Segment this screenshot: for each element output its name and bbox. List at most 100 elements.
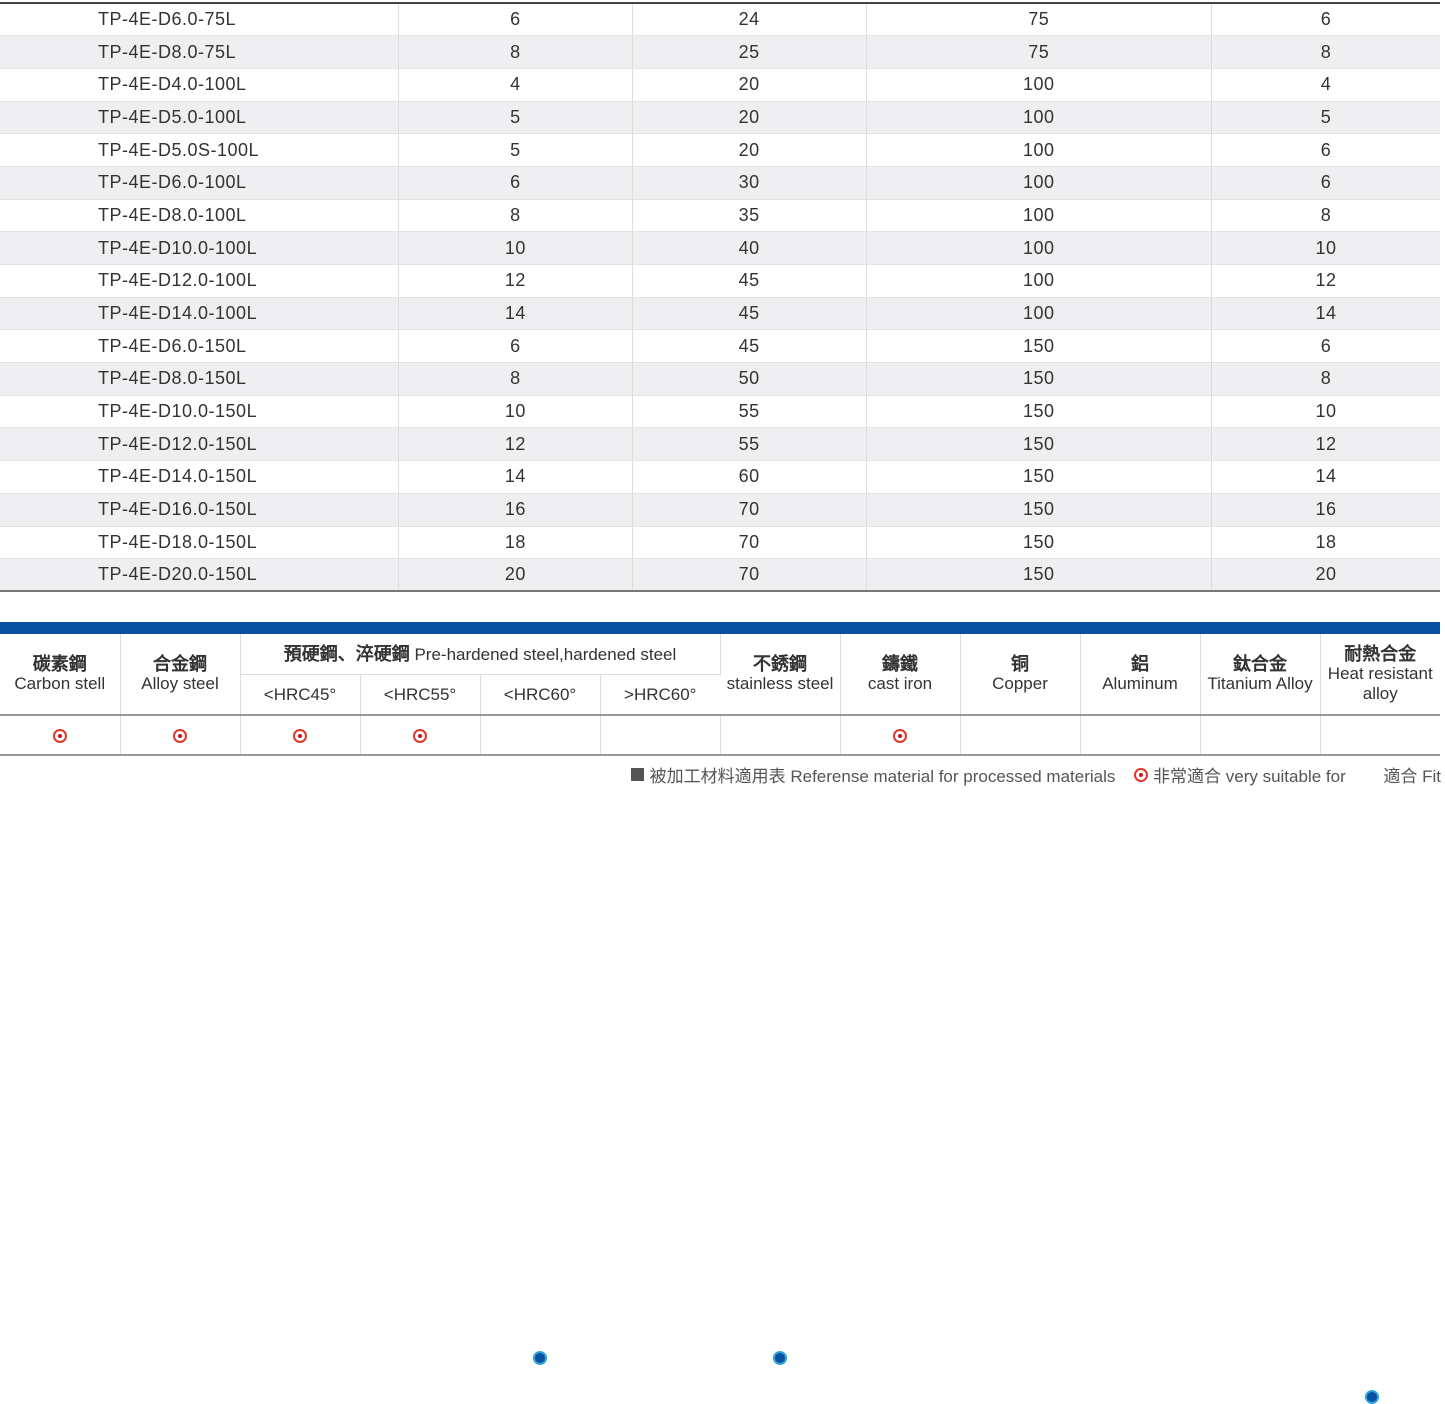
value-cell: 70 xyxy=(632,493,867,526)
header-hrc55: <HRC55° xyxy=(360,674,481,715)
very-suitable-icon xyxy=(293,728,307,743)
suitability-cell xyxy=(480,714,601,1365)
suitability-cell xyxy=(360,714,481,756)
suitability-cell xyxy=(840,714,961,756)
table-row: TP-4E-D18.0-150L 18 70 150 18 xyxy=(0,526,1440,559)
value-cell: 70 xyxy=(632,558,867,592)
value-cell: 10 xyxy=(1315,237,1337,258)
value-cell: 100 xyxy=(866,264,1212,298)
header-hrc60-gt: >HRC60° xyxy=(600,674,720,715)
legend-fit: 適合 Fit xyxy=(1383,767,1441,786)
value-cell: 6 xyxy=(398,166,633,200)
spec-table: TP-4E-D6.0-75L 6 24 75 6 TP-4E-D8.0-75L 8 25 75 8… xyxy=(0,2,1440,593)
value-cell: 14 xyxy=(398,460,633,494)
value-cell: 8 xyxy=(1320,41,1332,62)
model-cell: TP-4E-D6.0-75L xyxy=(0,3,399,36)
model-cell: TP-4E-D12.0-150L xyxy=(0,427,399,461)
suitability-cell xyxy=(600,714,721,756)
header-titanium: 鈦合金 Titanium Alloy xyxy=(1200,634,1321,715)
value-cell: 10 xyxy=(398,231,633,265)
value-cell: 8 xyxy=(398,35,633,69)
value-cell: 10 xyxy=(398,395,633,428)
value-cell: 5 xyxy=(1320,106,1332,127)
value-cell: 35 xyxy=(632,199,867,232)
value-cell: 45 xyxy=(632,264,867,298)
header-carbon: 碳素鋼 Carbon stell xyxy=(0,634,121,715)
table-row: TP-4E-D8.0-75L 8 25 75 8 xyxy=(0,35,1440,69)
suitability-cell xyxy=(240,714,361,756)
table-row: TP-4E-D14.0-150L 14 60 150 14 xyxy=(0,460,1440,494)
suitability-cell xyxy=(960,714,1081,756)
value-cell: 75 xyxy=(866,3,1212,36)
fit-icon xyxy=(533,1350,547,1365)
value-cell: 10 xyxy=(1315,401,1337,422)
value-cell: 12 xyxy=(398,427,633,461)
value-cell: 12 xyxy=(1315,433,1337,454)
model-cell: TP-4E-D10.0-100L xyxy=(0,231,399,265)
fit-icon xyxy=(1364,1389,1379,1404)
model-cell: TP-4E-D8.0-75L xyxy=(0,35,399,69)
material-table: 碳素鋼 Carbon stell 合金鋼 Alloy steel 預硬鋼、淬硬鋼 P… xyxy=(0,634,1440,1365)
value-cell: 20 xyxy=(398,558,633,592)
suitability-cell xyxy=(0,714,121,756)
value-cell: 6 xyxy=(398,3,633,36)
table-row: TP-4E-D6.0-150L 6 45 150 6 xyxy=(0,329,1440,363)
table-row: TP-4E-D10.0-100L 10 40 100 10 xyxy=(0,231,1440,265)
legend-title: 被加工材料適用表 Referense material for processe… xyxy=(649,767,1116,786)
model-cell: TP-4E-D6.0-100L xyxy=(0,166,399,200)
value-cell: 14 xyxy=(1315,303,1337,324)
model-cell: TP-4E-D10.0-150L xyxy=(0,395,399,428)
value-cell: 100 xyxy=(866,133,1212,167)
header-alloy: 合金鋼 Alloy steel xyxy=(120,634,241,715)
value-cell: 40 xyxy=(632,231,867,265)
value-cell: 5 xyxy=(398,101,633,134)
model-cell: TP-4E-D16.0-150L xyxy=(0,493,399,526)
value-cell: 30 xyxy=(632,166,867,200)
value-cell: 8 xyxy=(1320,204,1332,225)
value-cell: 8 xyxy=(398,362,633,396)
value-cell: 100 xyxy=(866,231,1212,265)
table-row: TP-4E-D5.0S-100L 5 20 100 6 xyxy=(0,133,1440,167)
value-cell: 20 xyxy=(1315,564,1337,585)
value-cell: 18 xyxy=(398,526,633,559)
value-cell: 150 xyxy=(866,493,1212,526)
value-cell: 150 xyxy=(866,395,1212,428)
value-cell: 45 xyxy=(632,297,867,330)
very-suitable-icon xyxy=(1134,767,1149,782)
value-cell: 20 xyxy=(632,133,867,167)
value-cell: 150 xyxy=(866,427,1212,461)
value-cell: 55 xyxy=(632,395,867,428)
value-cell: 16 xyxy=(398,493,633,526)
model-cell: TP-4E-D12.0-100L xyxy=(0,264,399,298)
value-cell: 100 xyxy=(866,297,1212,330)
suitability-cell xyxy=(1320,714,1440,756)
table-row: TP-4E-D4.0-100L 4 20 100 4 xyxy=(0,68,1440,102)
value-cell: 6 xyxy=(1320,139,1332,160)
header-stainless: 不銹鋼 stainless steel xyxy=(720,634,841,715)
table-row: TP-4E-D8.0-150L 8 50 150 8 xyxy=(0,362,1440,396)
value-cell: 50 xyxy=(632,362,867,396)
header-aluminum: 鋁 Aluminum xyxy=(1080,634,1201,715)
value-cell: 100 xyxy=(866,68,1212,102)
header-hrc45: <HRC45° xyxy=(240,674,361,715)
model-cell: TP-4E-D20.0-150L xyxy=(0,558,399,592)
suitability-cell xyxy=(1080,714,1201,756)
fit-icon xyxy=(773,1350,787,1365)
very-suitable-icon xyxy=(893,728,907,743)
value-cell: 150 xyxy=(866,362,1212,396)
value-cell: 75 xyxy=(866,35,1212,69)
model-cell: TP-4E-D18.0-150L xyxy=(0,526,399,559)
value-cell: 55 xyxy=(632,427,867,461)
table-row: TP-4E-D14.0-100L 14 45 100 14 xyxy=(0,297,1440,330)
model-cell: TP-4E-D5.0-100L xyxy=(0,101,399,134)
value-cell: 60 xyxy=(632,460,867,494)
value-cell: 25 xyxy=(632,35,867,69)
value-cell: 6 xyxy=(1320,335,1332,356)
suitability-row xyxy=(0,714,1440,1365)
table-row: TP-4E-D10.0-150L 10 55 150 10 xyxy=(0,395,1440,428)
value-cell: 100 xyxy=(866,101,1212,134)
header-hardened: 預硬鋼、淬硬鋼 Pre-hardened steel,hardened stee… xyxy=(240,634,721,675)
suitability-cell xyxy=(720,714,841,1365)
model-cell: TP-4E-D14.0-150L xyxy=(0,460,399,494)
value-cell: 4 xyxy=(1320,74,1332,95)
